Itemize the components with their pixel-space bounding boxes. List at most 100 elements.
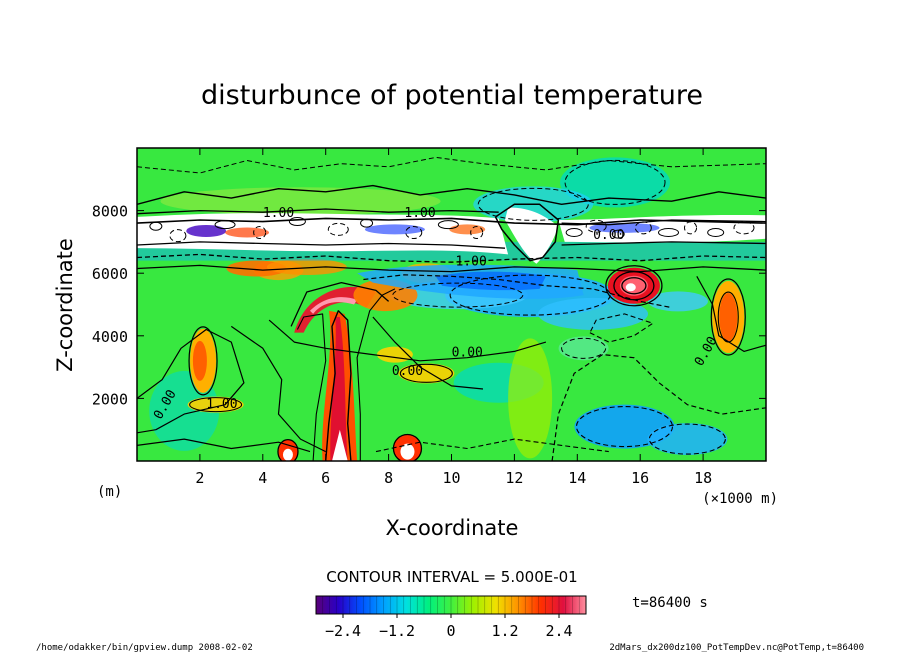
contour-line	[137, 241, 506, 249]
x-tick-label: 14	[568, 469, 586, 487]
contour-line	[137, 156, 766, 174]
contour-loop	[169, 229, 187, 243]
contour-loop	[648, 423, 726, 455]
contour-loop	[634, 221, 652, 235]
contour-line	[137, 438, 311, 453]
contour-line	[230, 325, 326, 453]
contour-line	[561, 219, 766, 226]
contour-loop	[253, 226, 267, 240]
contour-value-label: 0.00	[452, 345, 483, 360]
arch-inner	[309, 297, 358, 314]
time-label: t=86400 s	[632, 595, 708, 611]
contour-interval-label: CONTOUR INTERVAL = 5.000E-01	[326, 568, 577, 586]
contour-value-label: 1.00	[263, 206, 294, 221]
contour-line	[589, 313, 654, 343]
x-tick-label: 10	[442, 469, 460, 487]
contour-line	[137, 253, 766, 263]
contour-loop	[149, 221, 163, 231]
colorbar-tick-label: 2.4	[545, 622, 572, 640]
contour-loop	[605, 265, 663, 307]
contour-line	[363, 274, 672, 309]
contour-loop	[405, 226, 423, 240]
contour-loop	[575, 406, 674, 448]
y-tick-label: 2000	[92, 390, 128, 408]
field-patch	[400, 443, 415, 460]
contour-loop	[189, 397, 243, 413]
cool-layer-core	[435, 271, 546, 291]
contour-loop	[437, 220, 459, 230]
contour-loop	[684, 221, 698, 235]
field-patch	[558, 336, 609, 361]
x-tick-label: 16	[631, 469, 649, 487]
field-patch	[266, 258, 347, 275]
x-tick-label: 4	[258, 469, 267, 487]
field-patch	[160, 187, 441, 216]
field-patch	[186, 224, 227, 237]
field-patch	[538, 297, 649, 330]
colorbar-ticks: −2.4 −1.2 0 1.2 2.4	[325, 614, 573, 640]
contour-line	[372, 316, 484, 390]
x-axis-ticks: 2 4 6 8 10 12 14 16 18	[195, 148, 712, 487]
plume-core	[330, 317, 348, 461]
contour-loop	[277, 438, 299, 461]
colorbar-dividers	[322, 596, 580, 614]
contour-value-label: -1.00	[448, 255, 487, 270]
contour-loop	[399, 363, 453, 383]
contour-line	[494, 203, 560, 262]
footer-left: /home/odakker/bin/gpview.dump 2008-02-02	[36, 643, 253, 653]
contour-line	[356, 288, 396, 461]
y-tick-label: 6000	[92, 265, 128, 283]
contour-loop	[613, 271, 655, 301]
x-unit-label: (m)	[97, 484, 122, 500]
contour-line	[137, 264, 766, 273]
x-tick-label: 2	[195, 469, 204, 487]
contour-loop	[707, 228, 725, 238]
contour-value-label: 0.00	[593, 228, 624, 243]
contour-loop	[561, 337, 607, 359]
contour-line	[137, 208, 499, 215]
contour-loop	[392, 433, 423, 461]
field-patch	[398, 363, 455, 384]
contour-value-label: 1.00	[206, 397, 237, 412]
colorbar-tick-label: −1.2	[379, 622, 415, 640]
contour-line	[551, 354, 766, 461]
contour-loop	[565, 228, 583, 238]
contour-loop	[585, 219, 607, 233]
contour-labels: 1.00 1.000.000.000.00 1.00-1.000.000.00	[151, 206, 721, 422]
field-patch	[225, 227, 270, 238]
plume-base	[331, 429, 348, 461]
plot-area: 1.00 1.000.000.000.00 1.00-1.000.000.00	[136, 147, 767, 462]
x-tick-label: 8	[384, 469, 393, 487]
field-patch	[625, 283, 636, 292]
contour-loop	[214, 220, 236, 230]
contour-line	[268, 319, 547, 362]
contour-loop	[611, 229, 625, 239]
contour-loop	[449, 274, 611, 316]
contour-loop	[477, 187, 589, 221]
y-tick-label: 8000	[92, 203, 128, 221]
contour-line	[137, 328, 245, 434]
field-patch	[449, 224, 486, 235]
field-patch	[560, 157, 671, 208]
contour-line	[696, 276, 766, 352]
colorbar-tick-label: 0	[446, 622, 455, 640]
contour-loop	[470, 226, 484, 240]
field-patch	[719, 293, 738, 342]
footer-right: 2dMars_dx200dz100_PotTempDev.nc@PotTemp,…	[609, 643, 864, 653]
x-tick-label: 6	[321, 469, 330, 487]
contour-loop	[288, 217, 306, 227]
contour-loop	[710, 278, 746, 356]
y-axis-ticks: 2000 4000 6000 8000	[92, 203, 766, 408]
contour-line	[290, 281, 390, 327]
contour-loop	[658, 228, 680, 238]
field-patch	[192, 340, 207, 381]
x-axis-label: X-coordinate	[386, 516, 519, 540]
contour-loop	[327, 222, 349, 236]
field-patch	[282, 448, 293, 461]
contour-lines	[137, 156, 766, 461]
contour-line	[137, 184, 766, 205]
contour-value-label: 0.00	[392, 364, 423, 379]
contour-loop	[621, 277, 647, 295]
contour-loop	[392, 282, 524, 308]
